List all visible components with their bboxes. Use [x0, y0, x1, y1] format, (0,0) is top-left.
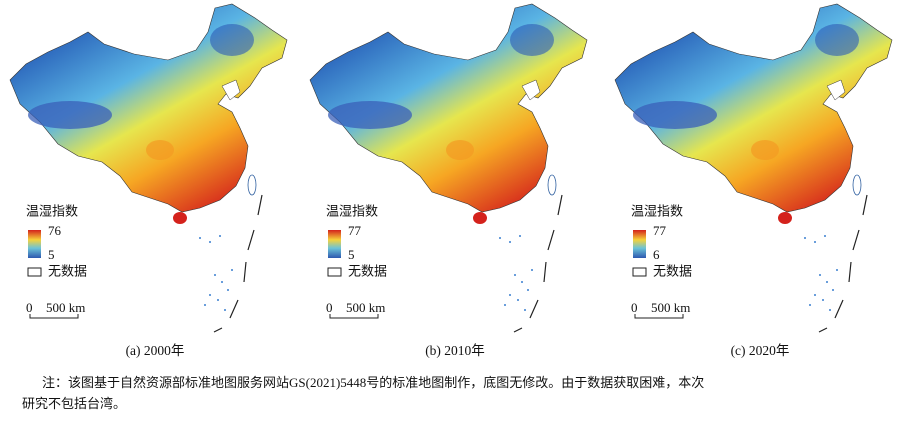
- legend-title: 温湿指数: [26, 205, 78, 220]
- color-bar: [328, 230, 341, 258]
- scale-zero: 0: [631, 300, 638, 315]
- map: [614, 3, 893, 333]
- panel: 温湿指数 77 5 无数据 0 500 km (b) 2010年: [309, 3, 588, 358]
- panel: 温湿指数 77 6 无数据 0 500 km (c) 2020年: [614, 3, 893, 358]
- no-data-box: [632, 267, 647, 277]
- no-data-label: 无数据: [48, 265, 87, 280]
- panel: 温湿指数 76 5 无数据 0 500 km (a) 2000年: [9, 3, 288, 358]
- scale-zero: 0: [26, 300, 33, 315]
- legend-min: 5: [348, 247, 355, 262]
- legend-title: 温湿指数: [326, 205, 378, 220]
- caption: (c) 2020年: [731, 343, 790, 358]
- caption: (b) 2010年: [425, 343, 485, 358]
- map: [309, 3, 588, 333]
- color-bar: [633, 230, 646, 258]
- scale-label: 500 km: [46, 300, 85, 315]
- scale-label: 500 km: [346, 300, 385, 315]
- scale-bar: [29, 314, 79, 319]
- no-data-label: 无数据: [348, 265, 387, 280]
- scale-bar: [634, 314, 684, 319]
- legend-min: 5: [48, 247, 55, 262]
- legend-max: 77: [653, 223, 667, 238]
- scale-zero: 0: [326, 300, 333, 315]
- note-line: 研究不包括台湾。: [22, 396, 126, 411]
- legend-max: 76: [48, 223, 62, 238]
- legend-max: 77: [348, 223, 362, 238]
- color-bar: [28, 230, 41, 258]
- no-data-box: [327, 267, 342, 277]
- legend-min: 6: [653, 247, 660, 262]
- no-data-label: 无数据: [653, 265, 692, 280]
- scale-bar: [329, 314, 379, 319]
- legend-title: 温湿指数: [631, 205, 683, 220]
- note-line: 注：该图基于自然资源部标准地图服务网站GS(2021)5448号的标准地图制作，…: [42, 375, 704, 390]
- caption: (a) 2000年: [126, 343, 185, 358]
- scale-label: 500 km: [651, 300, 690, 315]
- map: [9, 3, 288, 333]
- no-data-box: [27, 267, 42, 277]
